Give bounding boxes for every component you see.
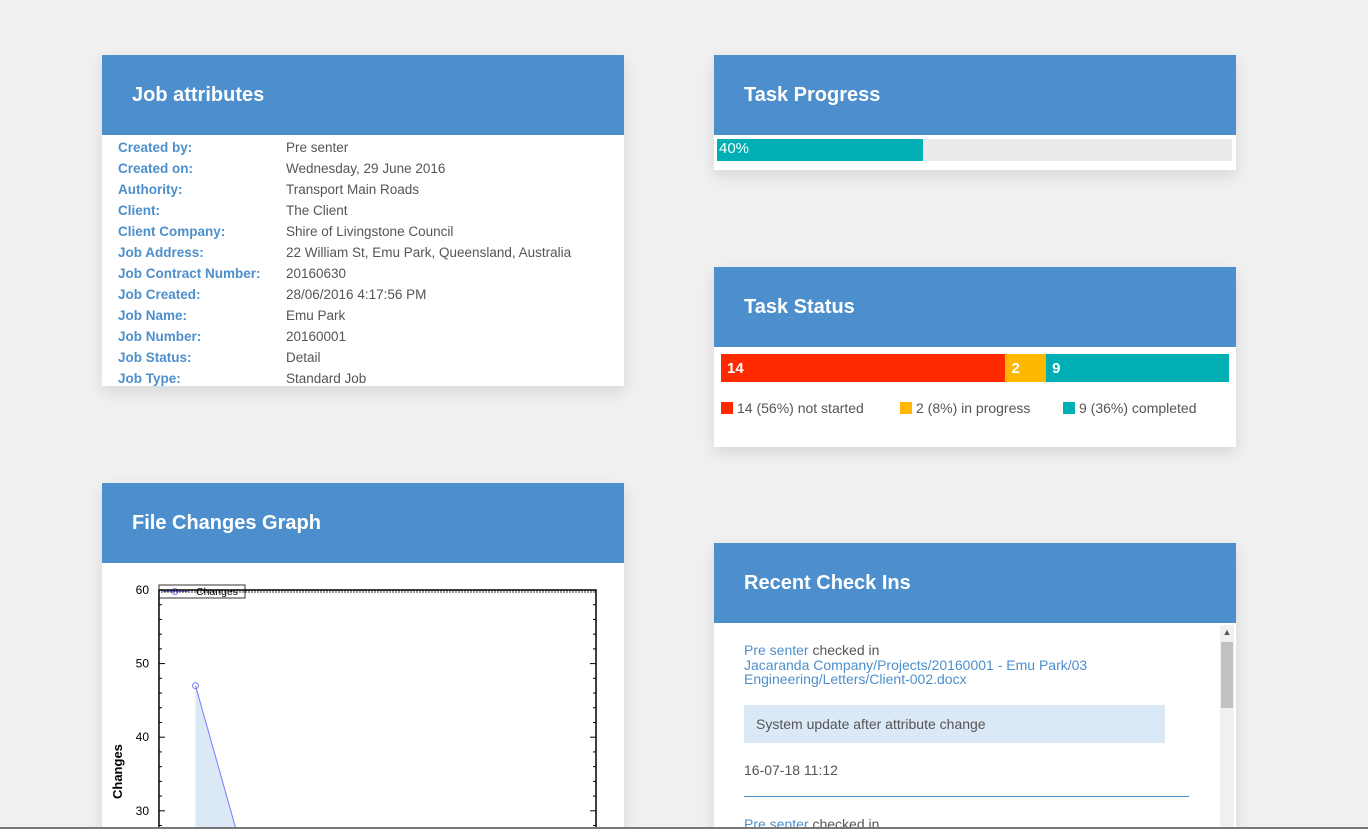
check-in-file-path-link[interactable]: Engineering/Letters/Client-002.docx: [744, 671, 967, 687]
recent-check-ins-card: Recent Check Ins Pre senter checked in J…: [714, 543, 1236, 829]
attr-value: Transport Main Roads: [286, 182, 420, 197]
attr-key: Authority:: [118, 182, 183, 197]
legend-swatch: [1063, 402, 1075, 414]
check-in-user-link[interactable]: Pre senter: [744, 816, 809, 829]
check-in-entry: Pre senter checked in: [744, 816, 879, 829]
attr-key: Job Created:: [118, 287, 201, 302]
attr-row: Authority: Transport Main Roads: [118, 179, 618, 200]
attr-row: Client: The Client: [118, 200, 618, 221]
attr-key: Client Company:: [118, 224, 226, 239]
task-status-card: Task Status 14 2 9 14 (56%) not started …: [714, 267, 1236, 447]
progress-bar: 40%: [717, 139, 1232, 161]
chart-data-point: [192, 682, 200, 690]
task-progress-card: Task Progress 40%: [714, 55, 1236, 170]
task-status-title: Task Status: [714, 267, 1236, 347]
check-in-file-path-link[interactable]: Jacaranda Company/Projects/20160001 - Em…: [744, 657, 1088, 673]
attr-row: Client Company: Shire of Livingstone Coun…: [118, 221, 618, 242]
attr-value: Pre senter: [286, 140, 349, 155]
attr-row: Job Number: 20160001: [118, 326, 618, 347]
attr-key: Job Address:: [118, 245, 204, 260]
legend-swatch: [900, 402, 912, 414]
window-bottom-edge: [0, 827, 1368, 829]
attr-key: Job Number:: [118, 329, 202, 344]
attr-row: Job Name: Emu Park: [118, 305, 618, 326]
y-tick-label: 60: [136, 583, 150, 597]
job-attributes-title: Job attributes: [102, 55, 624, 135]
status-segment-completed: 9: [1046, 354, 1229, 382]
check-in-action: checked in: [812, 816, 880, 829]
check-in-message: System update after attribute change: [744, 705, 1165, 743]
check-in-entry: Pre senter checked in Jacaranda Company/…: [744, 643, 1189, 687]
chart-series-line: [195, 685, 237, 829]
attr-key: Job Type:: [118, 371, 181, 386]
file-changes-graph-title: File Changes Graph: [102, 483, 624, 563]
attr-value: Detail: [286, 350, 321, 365]
attr-value: 28/06/2016 4:17:56 PM: [286, 287, 427, 302]
attr-row: Created by: Pre senter: [118, 137, 618, 158]
check-ins-list[interactable]: Pre senter checked in Jacaranda Company/…: [714, 623, 1220, 829]
attr-value: 22 William St, Emu Park, Queensland, Aus…: [286, 245, 572, 260]
job-attributes-card: Job attributes Created by: Pre senter Cre…: [102, 55, 624, 386]
attr-row: Job Address: 22 William St, Emu Park, Que…: [118, 242, 618, 263]
attr-row: Job Status: Detail: [118, 347, 618, 368]
check-in-divider: [744, 796, 1189, 797]
y-tick-label: 40: [136, 730, 150, 744]
attr-key: Client:: [118, 203, 160, 218]
file-changes-graph-card: File Changes Graph Changes 30 40 50 60 Chan…: [102, 483, 624, 829]
chart-y-tick-labels: 30 40 50 60: [136, 583, 150, 818]
attr-value: Emu Park: [286, 308, 346, 323]
legend-label: 9 (36%) completed: [1079, 400, 1197, 416]
attr-key: Job Contract Number:: [118, 266, 261, 281]
attr-key: Job Status:: [118, 350, 192, 365]
attr-row: Job Contract Number: 20160630: [118, 263, 618, 284]
check-in-user-link[interactable]: Pre senter: [744, 642, 809, 658]
attr-value: Wednesday, 29 June 2016: [286, 161, 446, 176]
check-in-action: checked in: [812, 642, 880, 658]
chart-points: [192, 682, 200, 690]
chart-legend-label: Changes: [196, 586, 238, 598]
check-in-header: Pre senter checked in: [744, 643, 1189, 658]
scroll-up-arrow-icon[interactable]: ▲: [1222, 627, 1232, 637]
chart-ticks: [158, 589, 596, 827]
chart-y-axis-label: Changes: [110, 744, 125, 799]
task-progress-title: Task Progress: [714, 55, 1236, 135]
check-in-timestamp: 16-07-18 11:12: [744, 762, 838, 778]
progress-bar-fill: [717, 139, 923, 161]
y-tick-label: 50: [136, 657, 150, 671]
attr-key: Created by:: [118, 140, 193, 155]
chart-plot-area: [158, 589, 597, 829]
attr-value: 20160630: [286, 266, 347, 281]
attr-row: Job Created: 28/06/2016 4:17:56 PM: [118, 284, 618, 305]
chart-legend-marker: [171, 588, 179, 595]
status-legend: 14 (56%) not started 2 (8%) in progress …: [721, 400, 1197, 416]
attr-value: Shire of Livingstone Council: [286, 224, 454, 239]
job-attributes-table: Created by: Pre senter Created on: Wednesd…: [118, 137, 618, 386]
attr-value: The Client: [286, 203, 348, 218]
status-segment-in-progress: 2: [1005, 354, 1047, 382]
attr-key: Created on:: [118, 161, 194, 176]
status-segment-not-started: 14: [721, 354, 1006, 382]
status-stacked-bar: 14 2 9: [721, 354, 1229, 382]
y-tick-label: 30: [136, 804, 150, 818]
scrollbar-thumb[interactable]: [1221, 642, 1233, 708]
progress-label: 40%: [719, 140, 750, 157]
legend-label: 2 (8%) in progress: [916, 400, 1031, 416]
legend-label: 14 (56%) not started: [737, 400, 864, 416]
file-changes-chart: Changes 30 40 50 60 Changes: [110, 583, 597, 829]
attr-value: Standard Job: [286, 371, 367, 386]
check-ins-scrollbar[interactable]: ▲: [1220, 625, 1234, 829]
attr-key: Job Name:: [118, 308, 188, 323]
legend-item-in-progress: 2 (8%) in progress: [900, 400, 1063, 416]
legend-swatch: [721, 402, 733, 414]
attr-value: 20160001: [286, 329, 347, 344]
legend-item-not-started: 14 (56%) not started: [721, 400, 900, 416]
attr-row: Created on: Wednesday, 29 June 2016: [118, 158, 618, 179]
legend-item-completed: 9 (36%) completed: [1063, 400, 1197, 416]
attr-row: Job Type: Standard Job: [118, 368, 618, 386]
recent-check-ins-title: Recent Check Ins: [714, 543, 1236, 623]
